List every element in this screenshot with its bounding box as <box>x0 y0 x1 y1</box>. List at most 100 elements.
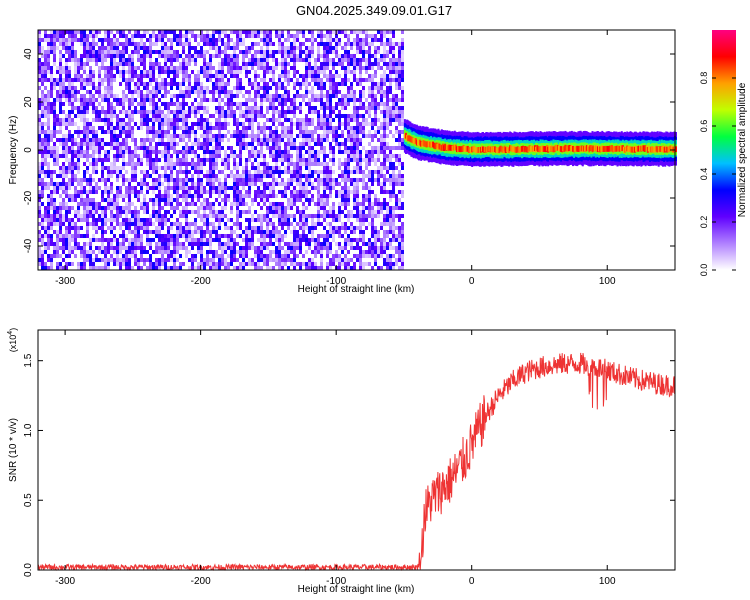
heatmap-cell <box>179 54 182 58</box>
heatmap-cell <box>335 182 338 186</box>
heatmap-cell <box>71 78 74 82</box>
heatmap-cell <box>173 30 176 34</box>
heatmap-cell <box>269 182 272 186</box>
heatmap-cell <box>44 106 47 110</box>
heatmap-cell <box>146 98 149 102</box>
heatmap-cell <box>68 46 71 50</box>
heatmap-cell <box>209 78 212 82</box>
heatmap-cell <box>236 106 239 110</box>
heatmap-cell <box>281 170 284 174</box>
heatmap-cell <box>95 266 98 270</box>
heatmap-cell <box>194 62 197 66</box>
heatmap-cell <box>374 74 377 78</box>
heatmap-cell <box>89 262 92 266</box>
heatmap-cell <box>158 90 161 94</box>
heatmap-cell <box>278 154 281 158</box>
heatmap-cell <box>371 102 374 106</box>
heatmap-cell <box>230 146 233 150</box>
heatmap-cell <box>158 238 161 242</box>
heatmap-cell <box>215 138 218 142</box>
heatmap-cell <box>377 106 380 110</box>
heatmap-cell <box>194 134 197 138</box>
heatmap-cell <box>326 106 329 110</box>
heatmap-cell <box>227 262 230 266</box>
heatmap-cell <box>83 246 86 250</box>
heatmap-cell <box>227 54 230 58</box>
heatmap-cell <box>221 170 224 174</box>
heatmap-cell <box>305 70 308 74</box>
heatmap-cell <box>191 230 194 234</box>
heatmap-cell <box>140 114 143 118</box>
heatmap-cell <box>62 154 65 158</box>
heatmap-cell <box>356 146 359 150</box>
heatmap-cell <box>47 134 50 138</box>
heatmap-cell <box>149 246 152 250</box>
heatmap-cell <box>311 198 314 202</box>
heatmap-cell <box>146 146 149 150</box>
heatmap-cell <box>209 186 212 190</box>
heatmap-cell <box>200 82 203 86</box>
heatmap-cell <box>173 210 176 214</box>
heatmap-cell <box>278 134 281 138</box>
heatmap-cell <box>179 210 182 214</box>
heatmap-cell <box>53 34 56 38</box>
heatmap-cell <box>224 174 227 178</box>
heatmap-cell <box>365 214 368 218</box>
heatmap-cell <box>251 182 254 186</box>
heatmap-cell <box>290 182 293 186</box>
heatmap-cell <box>335 194 338 198</box>
heatmap-cell <box>347 194 350 198</box>
heatmap-cell <box>101 266 104 270</box>
heatmap-cell <box>110 206 113 210</box>
heatmap-cell <box>284 118 287 122</box>
heatmap-cell <box>62 38 65 42</box>
heatmap-cell <box>299 106 302 110</box>
heatmap-cell <box>332 110 335 114</box>
heatmap-cell <box>38 38 41 42</box>
heatmap-cell <box>266 126 269 130</box>
heatmap-cell <box>287 258 290 262</box>
heatmap-cell <box>152 202 155 206</box>
heatmap-cell <box>176 118 179 122</box>
heatmap-cell <box>119 82 122 86</box>
heatmap-cell <box>356 66 359 70</box>
heatmap-cell <box>143 66 146 70</box>
heatmap-cell <box>134 138 137 142</box>
heatmap-cell <box>308 146 311 150</box>
heatmap-cell <box>170 86 173 90</box>
heatmap-cell <box>311 194 314 198</box>
heatmap-cell <box>38 150 41 154</box>
heatmap-cell <box>143 222 146 226</box>
heatmap-cell <box>110 222 113 226</box>
heatmap-cell <box>134 262 137 266</box>
heatmap-cell <box>146 110 149 114</box>
heatmap-cell <box>164 154 167 158</box>
heatmap-cell <box>317 222 320 226</box>
heatmap-cell <box>59 106 62 110</box>
heatmap-cell <box>266 214 269 218</box>
heatmap-cell <box>122 194 125 198</box>
heatmap-cell <box>122 98 125 102</box>
heatmap-cell <box>59 166 62 170</box>
heatmap-cell <box>230 58 233 62</box>
heatmap-cell <box>164 178 167 182</box>
heatmap-cell <box>236 226 239 230</box>
heatmap-cell <box>176 98 179 102</box>
heatmap-cell <box>290 250 293 254</box>
heatmap-cell <box>77 78 80 82</box>
heatmap-cell <box>38 122 41 126</box>
heatmap-cell <box>359 70 362 74</box>
heatmap-cell <box>371 222 374 226</box>
heatmap-cell <box>134 106 137 110</box>
heatmap-cell <box>371 126 374 130</box>
heatmap-cell <box>77 38 80 42</box>
heatmap-cell <box>116 138 119 142</box>
heatmap-cell <box>302 202 305 206</box>
heatmap-cell <box>110 102 113 106</box>
heatmap-cell <box>359 78 362 82</box>
heatmap-cell <box>185 182 188 186</box>
heatmap-cell <box>350 210 353 214</box>
heatmap-cell <box>98 186 101 190</box>
heatmap-cell <box>341 262 344 266</box>
heatmap-cell <box>170 254 173 258</box>
